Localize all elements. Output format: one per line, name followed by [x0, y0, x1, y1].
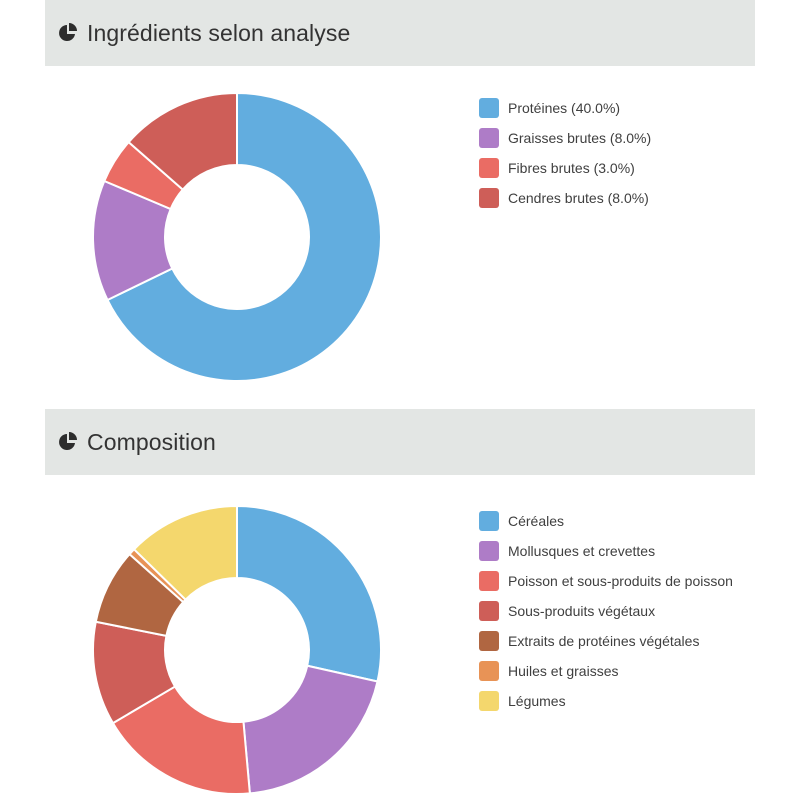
composition-donut-chart — [92, 504, 382, 795]
legend-item: Poisson et sous-produits de poisson — [479, 566, 733, 596]
analysis-title: Ingrédients selon analyse — [87, 19, 351, 46]
legend-label: Extraits de protéines végétales — [508, 633, 700, 649]
legend-item: Cendres brutes (8.0%) — [479, 183, 651, 213]
legend-label: Huiles et graisses — [508, 663, 619, 679]
composition-title: Composition — [87, 428, 216, 455]
legend-swatch — [479, 511, 499, 531]
legend-item: Légumes — [479, 686, 733, 716]
legend-label: Poisson et sous-produits de poisson — [508, 573, 733, 589]
legend-swatch — [479, 661, 499, 681]
legend-swatch — [479, 98, 499, 118]
legend-item: Extraits de protéines végétales — [479, 626, 733, 656]
legend-item: Sous-produits végétaux — [479, 596, 733, 626]
legend-swatch — [479, 188, 499, 208]
legend-item: Mollusques et crevettes — [479, 536, 733, 566]
donut-slice — [236, 504, 382, 683]
composition-legend: Céréales Mollusques et crevettes Poisson e… — [479, 506, 733, 716]
legend-swatch — [479, 128, 499, 148]
composition-section-header: Composition — [45, 409, 755, 475]
pie-chart-icon — [59, 432, 77, 450]
donut-slice — [127, 91, 238, 191]
legend-item: Protéines (40.0%) — [479, 93, 651, 123]
legend-label: Sous-produits végétaux — [508, 603, 656, 619]
legend-item: Céréales — [479, 506, 733, 536]
legend-swatch — [479, 601, 499, 621]
donut-slice — [106, 91, 382, 382]
donut-slice — [132, 504, 238, 602]
legend-swatch — [479, 631, 499, 651]
legend-label: Cendres brutes (8.0%) — [508, 190, 649, 206]
legend-label: Graisses brutes (8.0%) — [508, 130, 652, 146]
analysis-section-header: Ingrédients selon analyse — [45, 0, 755, 66]
pie-chart-icon — [59, 23, 77, 41]
legend-item: Fibres brutes (3.0%) — [479, 153, 651, 183]
legend-label: Fibres brutes (3.0%) — [508, 160, 635, 176]
donut-slice — [111, 685, 251, 795]
legend-item: Graisses brutes (8.0%) — [479, 123, 651, 153]
legend-label: Céréales — [508, 513, 565, 529]
legend-label: Légumes — [508, 693, 566, 709]
legend-swatch — [479, 571, 499, 591]
analysis-donut-chart — [92, 91, 382, 382]
legend-item: Huiles et graisses — [479, 656, 733, 686]
legend-swatch — [479, 691, 499, 711]
analysis-legend: Protéines (40.0%) Graisses brutes (8.0%) F… — [479, 93, 651, 213]
legend-swatch — [479, 541, 499, 561]
legend-label: Mollusques et crevettes — [508, 543, 656, 559]
legend-swatch — [479, 158, 499, 178]
legend-label: Protéines (40.0%) — [508, 100, 621, 116]
donut-slice — [242, 664, 379, 795]
